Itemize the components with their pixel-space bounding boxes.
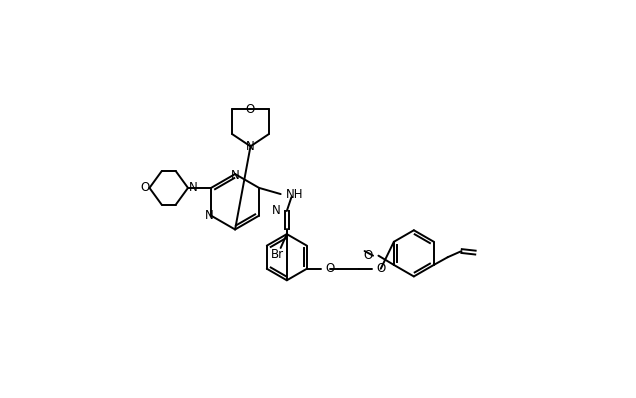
- Text: N: N: [272, 205, 280, 217]
- Text: N: N: [205, 209, 214, 222]
- Text: O: O: [246, 103, 255, 116]
- Text: NH: NH: [286, 187, 303, 201]
- Text: Br: Br: [271, 248, 284, 261]
- Text: O: O: [376, 262, 385, 275]
- Text: N: N: [246, 140, 255, 153]
- Text: N: N: [231, 169, 240, 182]
- Text: N: N: [189, 181, 198, 194]
- Text: O: O: [364, 249, 373, 262]
- Text: O: O: [140, 181, 149, 194]
- Text: O: O: [325, 262, 335, 275]
